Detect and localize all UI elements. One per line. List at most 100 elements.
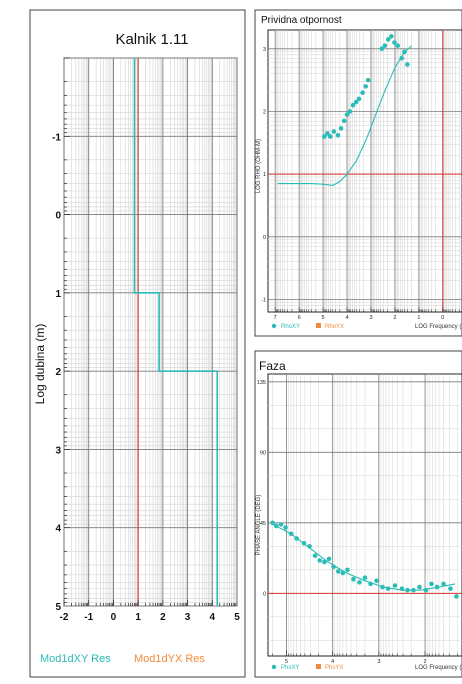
rhoxy-point [327, 134, 333, 139]
rhoxy-point [350, 102, 356, 108]
x-tick-label: 1 [135, 612, 141, 623]
x-tick-label: -2 [60, 612, 69, 623]
y-tick-label: 0 [263, 591, 266, 597]
phsxy-point [335, 569, 341, 574]
phsxy-point [278, 522, 284, 527]
y-tick-label: 3 [55, 445, 61, 456]
y-tick-label: 2 [263, 109, 266, 115]
phsxy-point [283, 525, 288, 530]
phsxy-point [411, 587, 416, 593]
phsxy-point [423, 587, 429, 593]
legend-rhoyx-marker [316, 323, 321, 328]
phsxy-point [331, 564, 336, 569]
x-tick-label: 3 [369, 315, 372, 321]
panel-kalnik-ticks: -2 -1 0 1 2 3 4 5 -1 0 1 2 3 4 5 [52, 57, 240, 623]
phsxy-point [326, 556, 332, 562]
phsxy-point [374, 578, 379, 584]
phsxy-point [405, 587, 410, 593]
panel-phase-title: Faza [259, 359, 286, 373]
y-tick-label: 4 [55, 524, 61, 535]
rhoxy-point [385, 37, 391, 42]
x-tick-label: 5 [322, 315, 325, 321]
rhoxy-point [405, 62, 410, 67]
rhoxy-point [392, 40, 397, 45]
rhoxy-point [325, 131, 330, 136]
y-tick-label: 90 [260, 450, 266, 456]
x-tick-label: 7 [274, 315, 277, 321]
phsxy-point [368, 581, 373, 587]
phsxy-point [392, 583, 398, 588]
phsxy-point [270, 520, 275, 526]
phsxy-point [380, 584, 385, 590]
phsxy-point [399, 586, 405, 591]
phsxy-point [288, 531, 294, 537]
legend-mod1dyx-res: Mod1dYX Res [134, 653, 205, 665]
series-line-rhoxy-model [277, 45, 413, 186]
phsxy-point [434, 584, 440, 590]
series-line-mod1dxy-res [133, 58, 219, 606]
panel-phase: Faza PHASE ANGLE (DEG) 5 4 3 2 135 90 45 0 PhsX… [254, 350, 462, 678]
legend-rhoxy-marker [271, 323, 277, 329]
phsxy-point [312, 553, 318, 559]
phsxy-point [317, 558, 323, 563]
phsxy-point [307, 544, 312, 549]
rhoxy-point [365, 77, 371, 83]
rhoxy-point [347, 109, 353, 114]
x-tick-label: 0 [441, 315, 444, 321]
x-tick-label: 5 [234, 612, 240, 623]
panel-phase-ylabel: PHASE ANGLE (DEG) [256, 495, 262, 556]
rhoxy-point [356, 96, 362, 102]
phsxy-point [351, 576, 356, 582]
y-tick-label: -1 [261, 297, 266, 303]
x-tick-label: 0 [111, 612, 117, 623]
rhoxy-point [402, 49, 407, 55]
panel-phase-xlabel: LOG Frequency ( [415, 665, 461, 671]
panel-resistivity-grid [268, 30, 462, 312]
phsxy-point [385, 586, 391, 591]
phsxy-point [429, 581, 434, 587]
panel-resistivity-xlabel: LOG Frequency ( [415, 324, 461, 330]
rhoxy-point [341, 118, 347, 124]
rhoxy-point [335, 132, 341, 138]
phsxy-point [294, 536, 299, 541]
panel-phase-series [270, 520, 459, 599]
rhoxy-point [353, 99, 359, 105]
phsxy-point [357, 580, 362, 585]
y-tick-label: -1 [52, 132, 61, 143]
panel-phase-ticks: 5 4 3 2 135 90 45 0 [257, 380, 458, 665]
y-tick-label: 0 [263, 235, 266, 241]
legend-rhoyx: RhoYX [325, 324, 344, 330]
x-tick-label: 2 [393, 315, 396, 321]
rhoxy-point [344, 112, 350, 117]
legend-phsxy: PhsXY [281, 665, 299, 671]
x-tick-label: 3 [377, 659, 380, 665]
phsxy-point [340, 570, 346, 576]
legend-rhoxy: RhoXY [281, 324, 300, 330]
legend-phsxy-marker [271, 664, 277, 670]
panel-kalnik-grid [63, 57, 238, 607]
rhoxy-point [382, 43, 388, 48]
legend-phsyx: PhsYX [325, 665, 343, 671]
y-tick-label: 1 [55, 289, 61, 300]
panel-kalnik: Kalnik 1.11 Log dubina (m) -2 -1 0 1 2 3 4 5 -1 0… [29, 9, 246, 678]
phsxy-point [322, 559, 327, 565]
rhoxy-point [363, 84, 369, 89]
panel-kalnik-ylabel: Log dubina (m) [33, 324, 47, 405]
phsxy-point [454, 594, 459, 599]
x-tick-label: -1 [84, 612, 93, 623]
y-tick-label: 2 [55, 367, 61, 378]
panel-phase-grid [268, 374, 462, 656]
x-tick-label: 2 [424, 659, 427, 665]
panel-resistivity-series [277, 33, 413, 186]
rhoxy-point [338, 126, 344, 131]
legend-phsyx-marker [316, 664, 321, 669]
x-tick-label: 4 [331, 659, 334, 665]
x-tick-label: 4 [346, 315, 349, 321]
x-tick-label: 1 [417, 315, 420, 321]
phsxy-point [345, 567, 350, 573]
phsxy-point [362, 575, 368, 580]
x-tick-label: 5 [285, 659, 288, 665]
rhoxy-point [399, 55, 404, 61]
x-tick-label: 4 [210, 612, 216, 623]
phsxy-point [301, 540, 307, 546]
